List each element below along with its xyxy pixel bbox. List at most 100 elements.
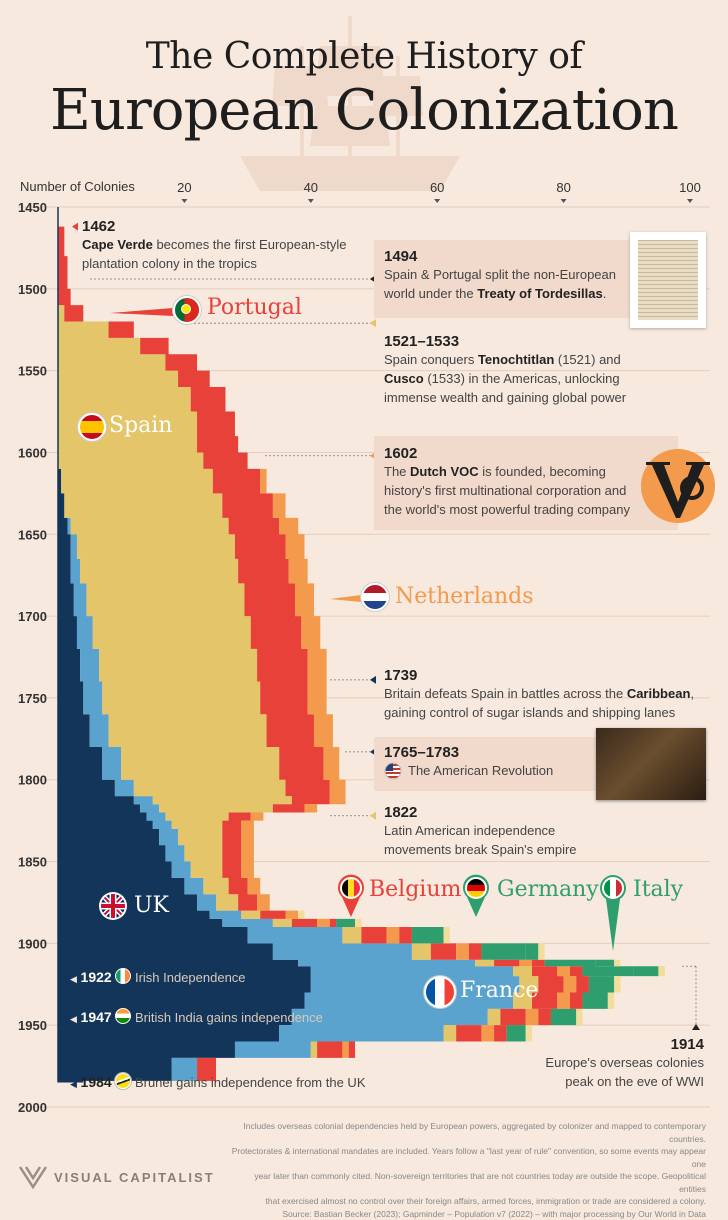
label-portugal: Portugal (207, 295, 302, 320)
x-tick-mark-40 (308, 199, 314, 203)
annotation-1602-bold: Dutch VOC (410, 464, 479, 479)
us-flag-icon (384, 762, 402, 780)
spain-flag-icon (78, 413, 106, 441)
footnote-line-2: Protectorates & international mandates a… (226, 1145, 706, 1170)
annotation-1494-bold: Treaty of Tordesillas (477, 286, 602, 301)
annotation-1462-text: becomes the first European-style (153, 237, 347, 252)
x-axis-label: Number of Colonies (20, 179, 135, 194)
leader-arrow-1739 (370, 676, 376, 684)
arrow-left-icon: ◀ (70, 1014, 77, 1024)
label-france: France (460, 978, 538, 1003)
annotation-1602-line2: history's first multinational corporatio… (384, 483, 626, 498)
annotation-1922: ◀ 1922 Irish Independence (70, 968, 246, 985)
annotation-1739-line2: gaining control of sugar islands and shi… (384, 705, 675, 720)
annotation-1521-bold1: Tenochtitlan (478, 352, 554, 367)
annotation-1984-text: Brunei gains independence from the UK (135, 1075, 366, 1090)
annotation-1602-line3: the world's most powerful trading compan… (384, 502, 630, 517)
annotation-1822-line1: Latin American independence (384, 823, 555, 838)
annotation-1462: 1462 Cape Verde becomes the first Europe… (82, 218, 346, 273)
y-tick-1450: 1450 (18, 200, 47, 215)
y-tick-1650: 1650 (18, 527, 47, 542)
portugal-pointer (110, 308, 173, 316)
annotation-1521-year: 1521–1533 (384, 333, 626, 350)
uk-flag-icon (98, 891, 128, 921)
footnote: Includes overseas colonial dependencies … (226, 1120, 706, 1220)
france-flag-icon (424, 976, 456, 1008)
annotation-1739-post: , (690, 686, 694, 701)
annotation-1521: 1521–1533 Spain conquers Tenochtitlan (1… (384, 333, 626, 407)
footnote-line-1: Includes overseas colonial dependencies … (226, 1120, 706, 1145)
y-tick-1550: 1550 (18, 364, 47, 379)
annotation-1462-bold: Cape Verde (82, 237, 153, 252)
annotation-1914-line1: Europe's overseas colonies (545, 1055, 704, 1070)
annotation-1521-pre: Spain conquers (384, 352, 478, 367)
netherlands-flag-icon (361, 583, 389, 611)
label-italy: Italy (633, 877, 683, 902)
y-tick-1900: 1900 (18, 936, 47, 951)
label-uk: UK (134, 893, 169, 918)
arrow-left-icon: ◀ (70, 974, 77, 984)
brand-name: VISUAL CAPITALIST (54, 1170, 215, 1185)
annotation-1739: 1739 Britain defeats Spain in battles ac… (384, 667, 694, 722)
x-tick-mark-60 (434, 199, 440, 203)
annotation-1947: ◀ 1947 British India gains independence (70, 1008, 323, 1025)
x-tick-mark-80 (561, 199, 567, 203)
annotation-1947-year: 1947 (81, 1009, 112, 1025)
y-tick-2000: 2000 (18, 1100, 47, 1115)
x-tick-20: 20 (177, 180, 191, 195)
footnote-line-4: that exercised almost no control over th… (226, 1195, 706, 1208)
annotation-1521-line3: immense wealth and gaining global power (384, 390, 626, 405)
annotation-1765: 1765–1783 The American Revolution (384, 744, 553, 780)
annotation-1914-line2: peak on the eve of WWI (565, 1074, 704, 1089)
annotation-1739-year: 1739 (384, 667, 694, 684)
annotation-1984-year: 1984 (81, 1074, 112, 1090)
ireland-flag-icon (115, 968, 131, 984)
portugal-flag-icon (173, 296, 201, 324)
y-tick-1800: 1800 (18, 773, 47, 788)
arrow-left-icon: ◀ (70, 1079, 77, 1089)
annotation-1947-text: British India gains independence (135, 1010, 323, 1025)
voc-logo-icon (640, 448, 716, 524)
annotation-1765-year: 1765–1783 (384, 744, 553, 761)
annotation-1602-pre: The (384, 464, 410, 479)
y-tick-1600: 1600 (18, 445, 47, 460)
label-germany: Germany (497, 877, 599, 902)
label-spain: Spain (109, 413, 172, 438)
annotation-1739-pre: Britain defeats Spain in battles across … (384, 686, 627, 701)
germany-flag-pin (461, 873, 491, 919)
annotation-1822: 1822 Latin American independence movement… (384, 804, 577, 859)
brunei-flag-icon (115, 1073, 131, 1089)
x-tick-mark-100 (687, 199, 693, 203)
annotation-1494-line2: world under the (384, 286, 477, 301)
label-belgium: Belgium (369, 877, 461, 902)
y-tick-1500: 1500 (18, 282, 47, 297)
annotation-1822-year: 1822 (384, 804, 577, 821)
annotation-1494-line1: Spain & Portugal split the non-European (384, 267, 616, 282)
x-tick-80: 80 (556, 180, 570, 195)
treaty-document-image (630, 232, 706, 328)
visual-capitalist-logo-icon (18, 1165, 48, 1189)
y-tick-1700: 1700 (18, 609, 47, 624)
annotation-1602-post: is founded, becoming (479, 464, 606, 479)
annotation-1922-year: 1922 (81, 969, 112, 985)
y-tick-1850: 1850 (18, 855, 47, 870)
annotation-1922-text: Irish Independence (135, 970, 246, 985)
footnote-line-5: Source: Bastian Becker (2023); Gapminder… (226, 1208, 706, 1220)
annotation-1822-line2: movements break Spain's empire (384, 842, 577, 857)
annotation-1462-line2: plantation colony in the tropics (82, 256, 257, 271)
annotation-1462-year: 1462 (82, 218, 346, 235)
x-tick-60: 60 (430, 180, 444, 195)
leader-arrow-1462 (72, 223, 78, 231)
netherlands-pointer (330, 595, 361, 602)
footnote-line-3: year later than commonly cited. Non-sove… (226, 1170, 706, 1195)
y-tick-1950: 1950 (18, 1018, 47, 1033)
x-tick-100: 100 (679, 180, 701, 195)
leader-arrow-1521 (370, 319, 376, 327)
x-tick-mark-20 (181, 199, 187, 203)
label-netherlands: Netherlands (395, 584, 534, 609)
leader-arrow-1822 (370, 812, 376, 820)
annotation-1739-bold: Caribbean (627, 686, 691, 701)
y-tick-1750: 1750 (18, 691, 47, 706)
